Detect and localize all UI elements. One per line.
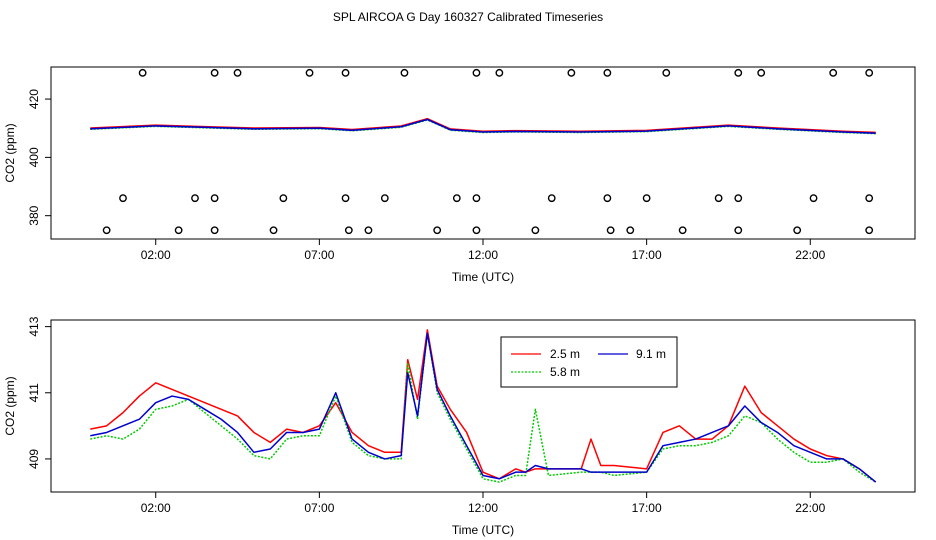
top-marker [734,226,743,235]
top-marker [210,226,219,235]
bottom-series-line [90,332,877,483]
top-marker [191,194,199,203]
top-marker [734,194,743,203]
top-marker [341,194,350,203]
top-marker [757,68,766,77]
bottom-ytick-label: 411 [27,383,41,402]
top-marker [279,194,288,203]
top-marker [662,68,671,77]
top-marker [531,226,540,235]
top-marker [305,68,314,77]
top-marker [400,68,409,77]
top-marker [809,194,818,203]
top-marker [138,68,147,77]
top-marker [829,68,838,77]
top-series-line [90,117,876,134]
legend-label-9-1m: 9.1 m [636,347,666,361]
top-plot-box [50,66,916,240]
top-marker [678,226,687,235]
bottom-series-line [90,332,877,483]
bottom-axes: 02:00 07:00 12:00 17:00 22:00 409 411 413 [27,316,826,515]
legend: 2.5 m 9.1 m 5.8 m [500,336,678,388]
legend-box [500,336,678,388]
top-marker [547,194,556,203]
top-marker [734,68,743,77]
bottom-plot-box [50,319,916,493]
top-marker [269,226,278,235]
figure-title: SPL AIRCOA G Day 160327 Calibrated Times… [333,10,603,24]
top-marker [233,68,242,77]
bottom-xlabel: Time (UTC) [452,523,514,537]
top-markers [102,68,874,235]
top-series-line [90,118,876,134]
top-axes: 02:00 07:00 12:00 17:00 22:00 380 400 420 [27,89,826,262]
top-marker [865,68,874,77]
top-marker [603,194,612,203]
top-marker [452,194,461,203]
top-marker [210,194,219,203]
top-series [90,117,876,135]
top-ytick-label: 400 [27,147,41,167]
top-ytick-label: 380 [27,205,41,225]
top-marker [433,226,442,235]
bottom-xtick-label: 17:00 [632,501,662,515]
top-marker [865,194,874,203]
top-marker [102,226,111,235]
top-marker [380,194,389,203]
top-ytick-label: 420 [27,89,41,109]
bottom-ytick-label: 409 [27,449,41,469]
bottom-xtick-label: 12:00 [468,501,498,515]
bottom-panel: 02:00 07:00 12:00 17:00 22:00 409 411 413 Time … [3,316,916,537]
top-marker [567,68,576,77]
top-marker [364,226,373,235]
top-ylabel: CO2 (ppm) [3,123,17,182]
top-xtick-label: 17:00 [632,248,662,262]
top-marker [341,68,350,77]
bottom-ylabel: CO2 (ppm) [3,376,17,435]
legend-label-2-5m: 2.5 m [550,347,580,361]
legend-label-5-8m: 5.8 m [550,365,580,379]
bottom-xtick-label: 22:00 [795,501,825,515]
top-marker [119,194,127,203]
top-marker [472,68,481,77]
top-marker [472,194,481,203]
top-marker [606,226,615,235]
top-marker [210,68,219,77]
top-marker [626,226,635,235]
bottom-xtick-label: 07:00 [304,501,334,515]
top-marker [344,226,353,235]
top-marker [642,194,651,203]
bottom-xtick-label: 02:00 [141,501,171,515]
bottom-series-line [90,329,877,483]
top-marker [865,226,874,235]
top-marker [714,194,723,203]
top-marker [793,226,802,235]
top-marker [174,226,183,235]
top-marker [472,226,481,235]
top-xtick-label: 07:00 [304,248,334,262]
top-xtick-label: 22:00 [795,248,825,262]
bottom-ytick-label: 413 [27,316,41,336]
bottom-series [90,329,877,483]
top-xtick-label: 12:00 [468,248,498,262]
top-marker [603,68,612,77]
top-marker [495,68,504,77]
top-xlabel: Time (UTC) [452,270,514,284]
top-panel: 02:00 07:00 12:00 17:00 22:00 380 400 420 Time … [3,66,916,284]
top-xtick-label: 02:00 [141,248,171,262]
